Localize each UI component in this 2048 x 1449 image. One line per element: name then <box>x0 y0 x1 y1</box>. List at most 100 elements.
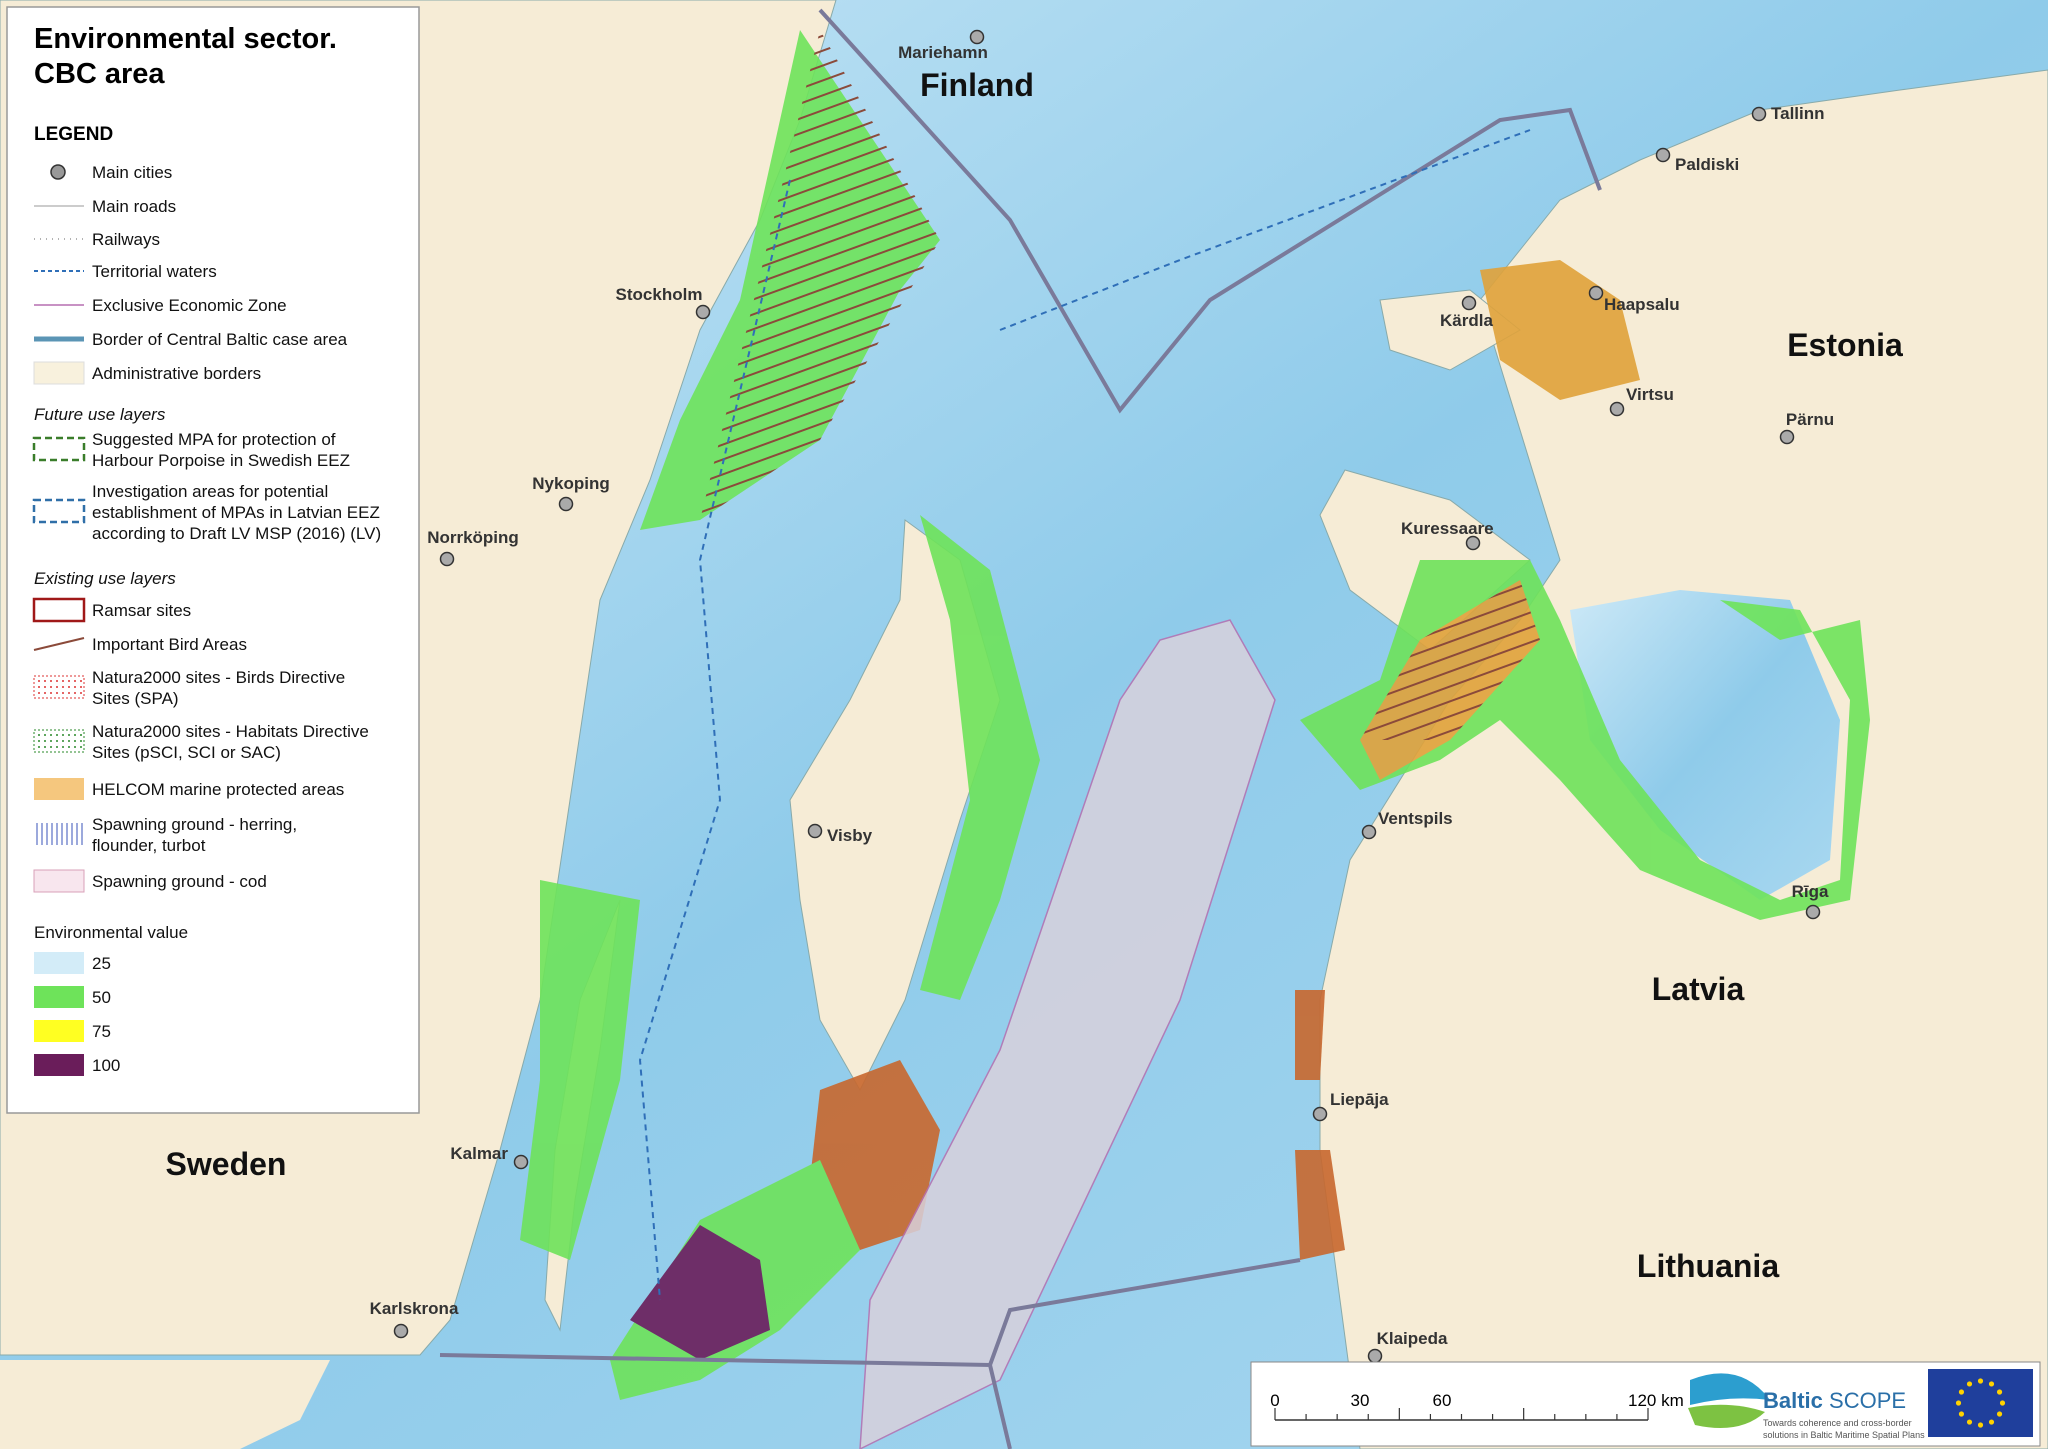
eu-star <box>1958 1411 1965 1417</box>
logo-tagline: Towards coherence and cross-border <box>1763 1418 1912 1428</box>
city-label: Mariehamn <box>898 43 988 62</box>
area-orange <box>810 1060 940 1250</box>
scale-bar: 0 30 60 120 km <box>1270 1391 1684 1421</box>
legend-label: 50 <box>92 988 111 1007</box>
legend-label: Exclusive Economic Zone <box>92 296 287 315</box>
eu-star <box>1958 1389 1965 1395</box>
scale-panel <box>1250 1361 2041 1447</box>
eu-star <box>1977 1422 1984 1428</box>
city-label: Paldiski <box>1675 155 1739 174</box>
legend-label: Main roads <box>92 197 176 216</box>
logo-suffix: SCOPE <box>1829 1388 1906 1413</box>
legend: Environmental sector. CBC area LEGEND Fu… <box>32 23 381 1076</box>
city-label: Pärnu <box>1786 410 1834 429</box>
logo-name: Baltic <box>1763 1388 1823 1413</box>
legend-label: 25 <box>92 954 111 973</box>
legend-icon <box>33 729 85 753</box>
city-label: Kärdla <box>1440 311 1493 330</box>
legend-heading: LEGEND <box>34 124 113 145</box>
eu-star <box>1988 1419 1995 1425</box>
area-green <box>920 515 1040 1000</box>
legend-label: Natura2000 sites - Birds Directive <box>92 668 345 687</box>
city-dot <box>558 496 574 512</box>
eu-star <box>1966 1419 1973 1425</box>
legend-title: CBC area <box>34 58 165 90</box>
city-dot <box>1655 147 1671 163</box>
legend-label: Investigation areas for potential <box>92 482 328 501</box>
legend-title: Environmental sector. <box>34 23 337 55</box>
city-label: Kuressaare <box>1401 519 1494 538</box>
legend-label: Spawning ground - herring, <box>92 815 297 834</box>
area-green <box>520 880 640 1260</box>
legend-icon <box>34 986 84 1008</box>
eu-star <box>1988 1381 1995 1387</box>
city-label: Ventspils <box>1378 809 1453 828</box>
city-label: Rīga <box>1792 882 1829 901</box>
legend-label: Ramsar sites <box>92 601 191 620</box>
logo-text: Baltic SCOPE <box>1763 1388 1906 1413</box>
city-label: Haapsalu <box>1604 295 1680 314</box>
city-dot <box>1465 535 1481 551</box>
legend-section: Existing use layers <box>34 569 176 588</box>
country-label: Estonia <box>1787 327 1903 363</box>
eu-star <box>1996 1389 2003 1395</box>
island-hiiumaa <box>1379 289 1521 371</box>
territorial-waters <box>638 129 1531 1301</box>
legend-icon <box>33 869 85 893</box>
city-label: Visby <box>827 826 873 845</box>
legend-label: establishment of MPAs in Latvian EEZ <box>92 503 380 522</box>
legend-label: Railways <box>92 230 160 249</box>
bird-area-hatch <box>700 30 940 520</box>
scale-label: 0 <box>1270 1391 1279 1410</box>
city-dot <box>1779 429 1795 445</box>
legend-label: Natura2000 sites - Habitats Directive <box>92 722 369 741</box>
city-dot <box>695 304 711 320</box>
legend-icon <box>32 498 86 524</box>
area-purple <box>630 1225 770 1360</box>
gulf-of-riga <box>1570 590 1840 900</box>
city-label: Stockholm <box>616 285 703 304</box>
legend-icon <box>34 1020 84 1042</box>
city-dot <box>1588 285 1604 301</box>
cod-spawning <box>859 619 1276 1449</box>
legend-icon <box>33 637 85 651</box>
bird-area-hatch <box>1360 580 1540 740</box>
legend-label: Administrative borders <box>92 364 261 383</box>
area-orange <box>1295 1150 1345 1260</box>
logo-mark <box>1690 1373 1770 1405</box>
scale-label: 60 <box>1433 1391 1452 1410</box>
eu-star <box>1955 1400 1962 1406</box>
city-dot <box>807 823 823 839</box>
city-label: Tallinn <box>1771 104 1825 123</box>
city-label: Kalmar <box>450 1144 508 1163</box>
legend-label: Important Bird Areas <box>92 635 247 654</box>
eu-star <box>1977 1378 1984 1384</box>
legend-label: 100 <box>92 1056 120 1075</box>
city-dot <box>1609 401 1625 417</box>
logo-mark <box>1688 1404 1765 1429</box>
city-label: Virtsu <box>1626 385 1674 404</box>
scale-label: 30 <box>1351 1391 1370 1410</box>
case-area-border <box>439 1258 1301 1449</box>
legend-icon <box>50 164 66 180</box>
country-label: Lithuania <box>1637 1248 1779 1284</box>
land-sweden-south <box>0 1360 330 1449</box>
legend-section: Environmental value <box>34 923 188 942</box>
eu-stars <box>1955 1378 2006 1428</box>
city-dot <box>1461 295 1477 311</box>
city-dot <box>1805 904 1821 920</box>
legend-icon <box>32 597 86 623</box>
country-label: Sweden <box>166 1146 287 1182</box>
legend-label: Harbour Porpoise in Swedish EEZ <box>92 451 350 470</box>
legend-icon <box>34 952 84 974</box>
legend-section: Future use layers <box>34 405 166 424</box>
legend-panel <box>6 6 420 1114</box>
legend-label: Border of Central Baltic case area <box>92 330 348 349</box>
city-dot <box>393 1323 409 1339</box>
eu-star <box>1999 1400 2006 1406</box>
legend-icon <box>33 675 85 699</box>
city-label: Klaipeda <box>1377 1329 1448 1348</box>
legend-icon <box>34 823 84 845</box>
scale-label: 120 km <box>1628 1391 1684 1410</box>
